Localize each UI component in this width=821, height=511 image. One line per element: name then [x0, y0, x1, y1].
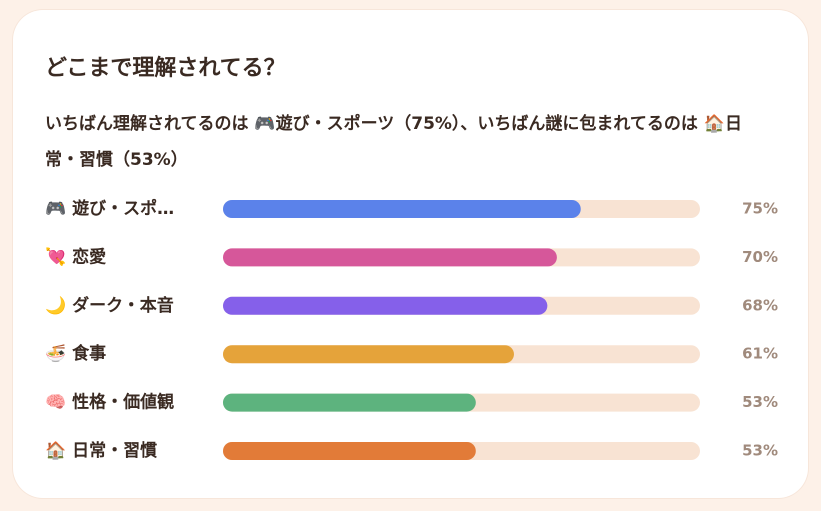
- value-label: 53%: [742, 442, 778, 460]
- value-label: 75%: [742, 200, 778, 218]
- bar: [223, 200, 581, 218]
- card-subtitle: いちばん理解されてるのは 🎮遊び・スポーツ（75%）、いちばん謎に包まれてるのは…: [45, 114, 742, 170]
- category-label: 🧠 性格・価値観: [45, 392, 174, 413]
- value-label: 53%: [742, 393, 778, 411]
- category-label: 🌙 ダーク・本音: [45, 295, 174, 316]
- bar-chart: 🎮 遊び・スポ… 75% 💘 恋愛 70% 🌙 ダーク・本音 68% 🍜 食事 61% 🧠 性格…: [45, 198, 778, 461]
- category-label: 🏠 日常・習慣: [45, 440, 157, 461]
- card: どこまで理解されてる？ いちばん理解されてるのは 🎮遊び・スポーツ（75%）、い…: [13, 10, 808, 498]
- value-label: 70%: [742, 248, 778, 266]
- bar: [223, 248, 557, 267]
- bar: [223, 393, 476, 412]
- category-label: 🍜 食事: [45, 343, 106, 364]
- value-label: 61%: [742, 345, 778, 363]
- value-label: 68%: [742, 296, 778, 314]
- bar: [223, 296, 548, 315]
- bar: [223, 345, 514, 364]
- card-title: どこまで理解されてる？: [45, 56, 286, 81]
- category-label: 💘 恋愛: [45, 246, 106, 267]
- category-label: 🎮 遊び・スポ…: [45, 198, 174, 219]
- bar: [223, 442, 476, 460]
